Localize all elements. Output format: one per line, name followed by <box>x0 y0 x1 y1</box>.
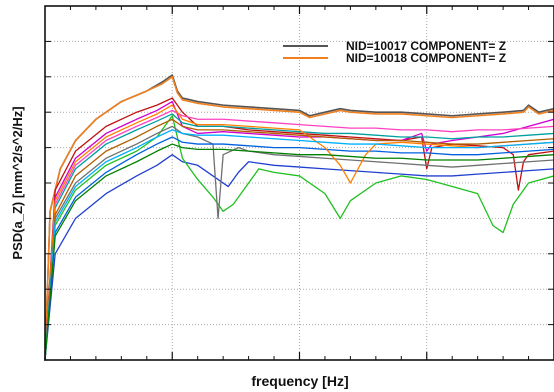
series-line-6 <box>44 154 554 361</box>
grid-layer <box>45 6 554 360</box>
series-line-9 <box>44 136 554 361</box>
series-line-2 <box>44 97 554 361</box>
ticks-layer <box>45 6 554 360</box>
x-axis-label: frequency [Hz] <box>251 373 348 389</box>
series-line-11 <box>44 118 554 361</box>
series-line-5 <box>44 113 554 361</box>
legend-label-nid-10017: NID=10017 COMPONENT= Z <box>346 39 506 53</box>
series-line-1 <box>44 76 554 361</box>
series-line-12 <box>44 129 554 361</box>
legend: NID=10017 COMPONENT= Z NID=10018 COMPONE… <box>283 39 506 65</box>
series-line-8 <box>44 125 554 361</box>
series-line-13 <box>44 143 554 361</box>
series-line-3 <box>44 100 554 361</box>
legend-label-nid-10018: NID=10018 COMPONENT= Z <box>346 51 506 65</box>
series-line-4 <box>44 109 554 361</box>
y-axis-label: PSD(a_Z) [mm^2/s^2/Hz] <box>10 106 25 259</box>
series-line-10 <box>44 104 554 361</box>
series-layer <box>44 74 554 361</box>
